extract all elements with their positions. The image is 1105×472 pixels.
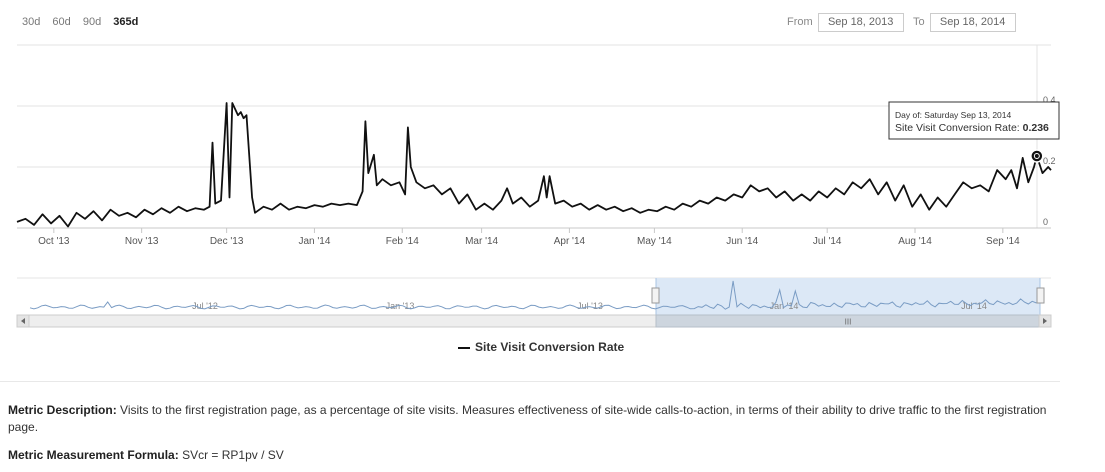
x-tick-label: Mar '14: [465, 236, 498, 247]
range-selector: 30d 60d 90d 365d: [22, 16, 147, 28]
navigator-tick-label: Jul '13: [577, 301, 603, 311]
metric-description-text: Visits to the first registration page, a…: [8, 403, 1047, 434]
x-tick-label: Dec '13: [210, 236, 244, 247]
section-divider: [0, 381, 1060, 382]
metric-description-label: Metric Description:: [8, 403, 117, 417]
series-line[interactable]: [16, 102, 1052, 228]
metric-formula-text: SVcr = RP1pv / SV: [182, 448, 284, 462]
y-tick-label: 0.2: [1043, 156, 1056, 166]
highlight-point[interactable]: [1030, 149, 1044, 163]
legend-line-icon: [458, 346, 470, 349]
tooltip-value-label: Site Visit Conversion Rate:: [895, 122, 1023, 134]
x-axis: Oct '13 Nov '13 Dec '13 Jan '14 Feb '14 Mar '…: [38, 228, 1020, 247]
navigator-tick-label: Jul '12: [192, 301, 218, 311]
navigator-series-line: [29, 280, 1040, 310]
navigator-tick-label: Jul '14: [961, 301, 987, 311]
tooltip: Day of: Saturday Sep 13, 2014 Site Visit…: [888, 101, 1060, 140]
main-chart[interactable]: Oct '13 Nov '13 Dec '13 Jan '14 Feb '14 Mar '…: [0, 0, 1105, 340]
from-date-group: From Sep 18, 2013: [787, 13, 904, 32]
legend-label: Site Visit Conversion Rate: [475, 340, 625, 354]
y-tick-label: 0: [1043, 217, 1048, 227]
navigator-right-handle[interactable]: [1036, 287, 1045, 304]
tooltip-date: Day of: Saturday Sep 13, 2014: [895, 110, 1012, 120]
chart-legend[interactable]: Site Visit Conversion Rate: [458, 340, 624, 354]
metric-formula: Metric Measurement Formula: SVcr = RP1pv…: [8, 447, 284, 464]
x-tick-label: Jan '14: [298, 236, 330, 247]
series-layer: [16, 102, 1052, 228]
to-date-input[interactable]: Sep 18, 2014: [929, 13, 1016, 32]
x-tick-label: May '14: [637, 236, 672, 247]
highlight-layer: [1030, 149, 1044, 163]
navigator-left-handle[interactable]: [651, 287, 660, 304]
x-tick-label: Jun '14: [726, 236, 758, 247]
tooltip-value-line: Site Visit Conversion Rate: 0.236: [895, 122, 1049, 134]
from-label: From: [787, 16, 813, 28]
range-button-365d[interactable]: 365d: [113, 16, 139, 28]
y-axis: 0 0.2 0.4: [1043, 95, 1056, 227]
range-button-90d[interactable]: 90d: [82, 16, 102, 28]
navigator-tick-label: Jan '13: [386, 301, 415, 311]
navigator-selection[interactable]: [656, 278, 1040, 315]
navigator-tick-label: Jan '14: [770, 301, 799, 311]
navigator-tick-labels: Jul '12 Jan '13 Jul '13 Jan '14 Jul '14: [192, 301, 987, 311]
tooltip-value: 0.236: [1023, 122, 1049, 134]
range-button-30d[interactable]: 30d: [22, 16, 41, 28]
x-tick-label: Nov '13: [125, 236, 159, 247]
x-tick-label: Sep '14: [986, 236, 1020, 247]
metric-formula-label: Metric Measurement Formula:: [8, 448, 179, 462]
metric-description: Metric Description: Visits to the first …: [8, 402, 1048, 436]
highlight-point-center: [1033, 153, 1040, 160]
to-date-group: To Sep 18, 2014: [913, 13, 1016, 32]
range-button-60d[interactable]: 60d: [52, 16, 71, 28]
x-tick-label: Jul '14: [813, 236, 842, 247]
x-tick-label: Aug '14: [898, 236, 932, 247]
arrow-left-icon: [21, 318, 25, 324]
y-tick-label: 0.4: [1043, 95, 1056, 105]
tooltip-box: [888, 101, 1060, 140]
navigator: Jul '12 Jan '13 Jul '13 Jan '14 Jul '14 III: [16, 277, 1052, 328]
to-label: To: [913, 16, 925, 28]
arrow-right-icon: [1043, 318, 1047, 324]
x-tick-label: Feb '14: [386, 236, 419, 247]
x-tick-label: Oct '13: [38, 236, 70, 247]
scrollbar-grip: III: [845, 318, 852, 327]
x-tick-label: Apr '14: [554, 236, 586, 247]
from-date-input[interactable]: Sep 18, 2013: [817, 13, 904, 32]
